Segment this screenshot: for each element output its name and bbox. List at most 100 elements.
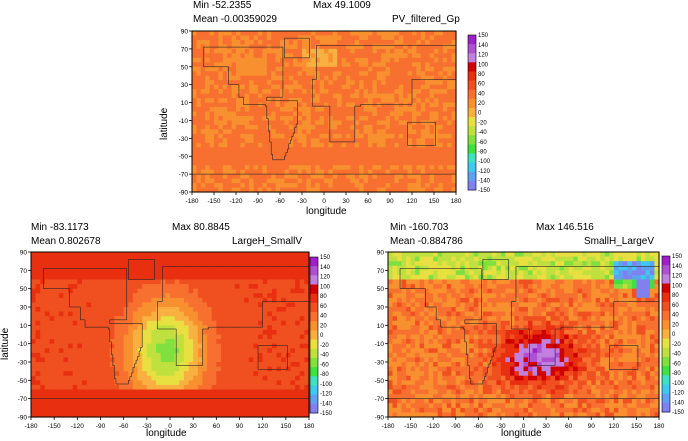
heatmap-cell xyxy=(231,93,237,99)
heatmap-cell xyxy=(376,151,382,157)
heatmap-cell xyxy=(207,362,213,368)
heatmap-cell xyxy=(137,284,143,290)
heatmap-cell xyxy=(284,48,290,54)
heatmap-cell xyxy=(337,151,343,157)
heatmap-cell xyxy=(114,412,120,418)
heatmap-cell xyxy=(86,375,92,381)
heatmap-cell xyxy=(77,403,83,409)
heatmap-cell xyxy=(160,311,166,317)
heatmap-cell xyxy=(214,71,219,77)
heatmap-cell xyxy=(179,384,185,391)
heatmap-cell xyxy=(275,62,281,68)
heatmap-cell xyxy=(174,384,180,391)
heatmap-cell xyxy=(297,80,303,86)
heatmap-cell xyxy=(341,156,347,162)
heatmap-cell xyxy=(214,75,219,81)
heatmap-cell xyxy=(218,151,224,157)
heatmap-cell xyxy=(381,66,387,72)
heatmap-cell xyxy=(293,107,299,113)
heatmap-cell xyxy=(91,412,97,418)
heatmap-cell xyxy=(306,39,312,46)
heatmap-cell xyxy=(275,66,281,72)
heatmap-cell xyxy=(77,311,83,317)
heatmap-cell xyxy=(200,62,206,68)
heatmap-cell xyxy=(253,357,259,363)
heatmap-cell xyxy=(337,111,343,117)
heatmap-cell xyxy=(227,53,233,59)
heatmap-cell xyxy=(438,89,444,95)
heatmap-cell xyxy=(297,174,303,180)
heatmap-cell xyxy=(258,307,264,313)
heatmap-cell xyxy=(262,151,268,157)
heatmap-cell xyxy=(183,334,190,340)
heatmap-cell xyxy=(207,352,213,359)
heatmap-cell xyxy=(196,71,202,77)
heatmap-cell xyxy=(216,261,222,267)
heatmap-cell xyxy=(146,407,153,414)
heatmap-cell xyxy=(253,316,259,322)
heatmap-cell xyxy=(132,339,139,345)
heatmap-cell xyxy=(205,133,211,139)
heatmap-cell xyxy=(205,174,211,180)
heatmap-cell xyxy=(225,320,231,326)
heatmap-cell xyxy=(381,147,387,153)
heatmap-cell xyxy=(253,156,259,162)
heatmap-cell xyxy=(346,75,351,81)
heatmap-cell xyxy=(137,362,143,368)
heatmap-cell xyxy=(205,183,211,189)
heatmap-cell xyxy=(188,252,194,258)
colorbar-tick-label: -100 xyxy=(478,159,491,165)
heatmap-cell xyxy=(258,389,264,395)
heatmap-cell xyxy=(359,120,365,126)
heatmap-cell xyxy=(275,120,281,126)
heatmap-cell xyxy=(193,343,199,349)
heatmap-cell xyxy=(207,403,213,409)
heatmap-cell xyxy=(398,151,404,157)
heatmap-cell xyxy=(302,107,307,113)
heatmap-cell xyxy=(363,151,369,157)
heatmap-cell xyxy=(197,325,204,331)
heatmap-cell xyxy=(188,293,194,299)
colorbar-swatch xyxy=(468,80,476,91)
heatmap-cell xyxy=(240,160,246,166)
heatmap-cell xyxy=(211,375,217,381)
heatmap-cell xyxy=(160,334,166,340)
heatmap-cell xyxy=(209,98,215,104)
heatmap-cell xyxy=(179,334,185,340)
heatmap-cell xyxy=(293,89,299,95)
heatmap-cell xyxy=(193,329,199,336)
heatmap-cell xyxy=(324,147,329,153)
heatmap-cell xyxy=(341,120,347,126)
heatmap-cell xyxy=(288,138,294,144)
heatmap-cell xyxy=(40,307,46,313)
heatmap-cell xyxy=(332,165,338,171)
heatmap-cell xyxy=(58,380,65,386)
heatmap-cell xyxy=(207,302,213,308)
heatmap-cell xyxy=(193,279,199,285)
heatmap-cell xyxy=(425,169,431,175)
y-tick-label: 70 xyxy=(181,46,189,53)
heatmap-cell xyxy=(218,57,224,63)
heatmap-cell xyxy=(114,339,120,345)
heatmap-cell xyxy=(262,183,268,189)
heatmap-cell xyxy=(266,35,272,41)
heatmap-cell xyxy=(77,412,83,418)
heatmap-cell xyxy=(95,339,102,345)
heatmap-cell xyxy=(200,120,206,126)
heatmap-cell xyxy=(146,311,153,317)
heatmap-cell xyxy=(407,129,413,135)
heatmap-cell xyxy=(398,44,404,50)
heatmap-cell xyxy=(209,187,215,193)
heatmap-cell xyxy=(328,53,334,59)
heatmap-cell xyxy=(363,142,369,148)
heatmap-cell xyxy=(156,394,162,400)
heatmap-cell xyxy=(359,174,365,180)
heatmap-cell xyxy=(381,142,387,148)
heatmap-cell xyxy=(156,274,162,281)
heatmap-cell xyxy=(354,156,360,162)
heatmap-cell xyxy=(398,120,404,126)
heatmap-cell xyxy=(205,107,211,113)
heatmap-cell xyxy=(258,84,263,90)
heatmap-cell xyxy=(420,124,426,130)
heatmap-cell xyxy=(105,348,111,354)
